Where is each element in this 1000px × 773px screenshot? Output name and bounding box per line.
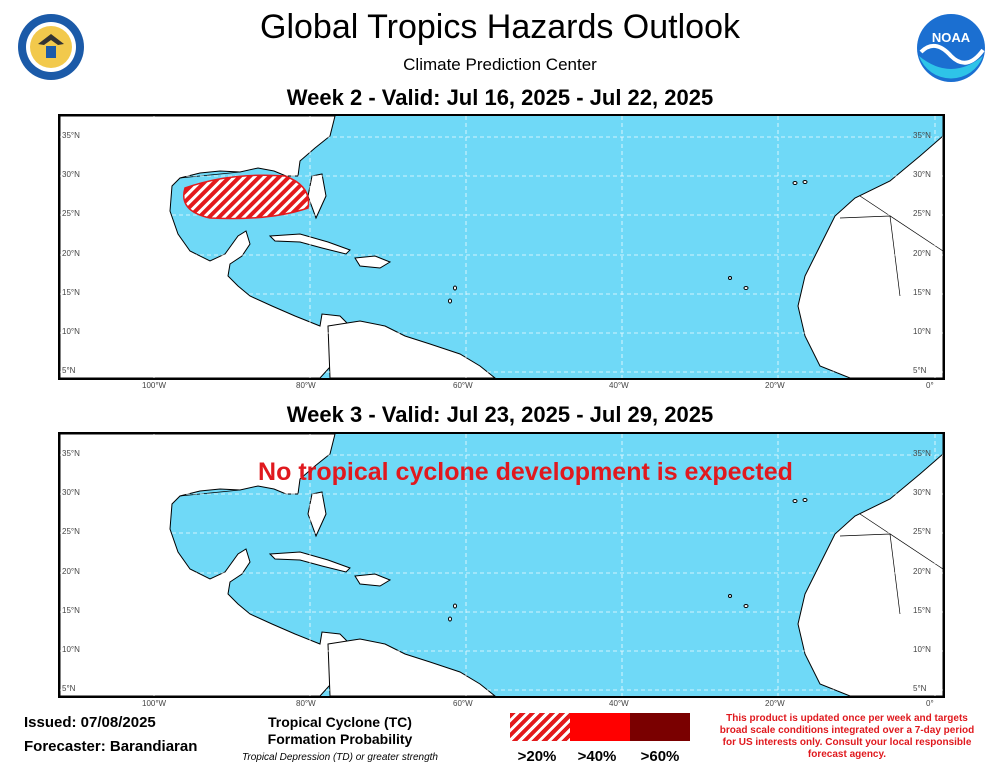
week2-hazard-area	[183, 174, 310, 220]
week2-map: 35°N 30°N 25°N 20°N 15°N 10°N 5°N 35°N 3…	[58, 114, 945, 380]
page-subtitle: Climate Prediction Center	[403, 55, 597, 74]
lon-label: 20°W	[765, 699, 785, 708]
lon-label: 40°W	[609, 381, 629, 390]
lat-label: 5°N	[913, 684, 927, 693]
lat-label: 30°N	[62, 488, 80, 497]
lon-label: 0°	[926, 699, 934, 708]
lon-label: 0°	[926, 381, 934, 390]
lat-label: 10°N	[913, 645, 931, 654]
legend-title: Formation Probability	[267, 731, 413, 747]
lat-label: 15°N	[62, 606, 80, 615]
lat-label: 35°N	[62, 131, 80, 140]
lat-label: 20°N	[62, 567, 80, 576]
lat-label: 35°N	[62, 449, 80, 458]
legend-title: Tropical Cyclone (TC)	[268, 714, 412, 730]
lat-label: 20°N	[62, 249, 80, 258]
islands	[448, 498, 808, 622]
lon-label: 100°W	[142, 381, 167, 390]
week3-title: Week 3 - Valid: Jul 23, 2025 - Jul 29, 2…	[286, 402, 714, 427]
page-title: Global Tropics Hazards Outlook	[260, 8, 740, 46]
week2-title: Week 2 - Valid: Jul 16, 2025 - Jul 22, 2…	[286, 85, 714, 110]
lon-label: 60°W	[453, 699, 473, 708]
lon-label: 40°W	[609, 699, 629, 708]
lon-label: 60°W	[453, 381, 473, 390]
land-masses	[60, 434, 943, 696]
doc-seal-logo	[16, 12, 86, 82]
week3-map: 35°N 30°N 25°N 20°N 15°N 10°N 5°N 35°N 3…	[58, 432, 945, 698]
legend-label: >60%	[640, 748, 680, 765]
noaa-logo: NOAA	[915, 12, 987, 84]
noaa-logo-text: NOAA	[932, 30, 971, 45]
lat-label: 20°N	[913, 249, 931, 258]
lat-label: 35°N	[913, 449, 931, 458]
lat-label: 15°N	[913, 288, 931, 297]
lat-label: 30°N	[913, 170, 931, 179]
lon-label: 80°W	[296, 699, 316, 708]
country-borders	[179, 489, 943, 615]
legend-label: >20%	[517, 748, 557, 765]
lat-label: 5°N	[913, 366, 927, 375]
lat-label: 10°N	[62, 327, 80, 336]
legend-label: >40%	[577, 748, 617, 765]
lat-label: 35°N	[913, 131, 931, 140]
lon-label: 20°W	[765, 381, 785, 390]
islands	[448, 180, 808, 304]
lat-label: 25°N	[62, 209, 80, 218]
lon-label: 100°W	[142, 699, 167, 708]
legend-swatch-20	[510, 713, 570, 741]
country-borders	[179, 171, 943, 297]
land-masses	[60, 116, 943, 378]
gridlines	[60, 434, 943, 696]
week3-no-development-message: No tropical cyclone development is expec…	[258, 458, 793, 486]
lat-label: 20°N	[913, 567, 931, 576]
lat-label: 10°N	[913, 327, 931, 336]
lon-label: 80°W	[296, 381, 316, 390]
lat-label: 25°N	[62, 527, 80, 536]
lat-label: 15°N	[62, 288, 80, 297]
lat-label: 25°N	[913, 527, 931, 536]
forecaster-name: Forecaster: Barandiaran	[24, 738, 198, 755]
lat-label: 25°N	[913, 209, 931, 218]
lat-label: 30°N	[62, 170, 80, 179]
issued-date: Issued: 07/08/2025	[24, 714, 156, 731]
legend-swatch-40	[570, 713, 630, 741]
disclaimer-text: This product is updated once per week an…	[719, 713, 975, 760]
legend-note: Tropical Depression (TD) or greater stre…	[242, 752, 438, 763]
lat-label: 30°N	[913, 488, 931, 497]
lat-label: 5°N	[62, 366, 76, 375]
lat-label: 15°N	[913, 606, 931, 615]
legend-swatch-60	[630, 713, 690, 741]
lat-label: 10°N	[62, 645, 80, 654]
lat-label: 5°N	[62, 684, 76, 693]
